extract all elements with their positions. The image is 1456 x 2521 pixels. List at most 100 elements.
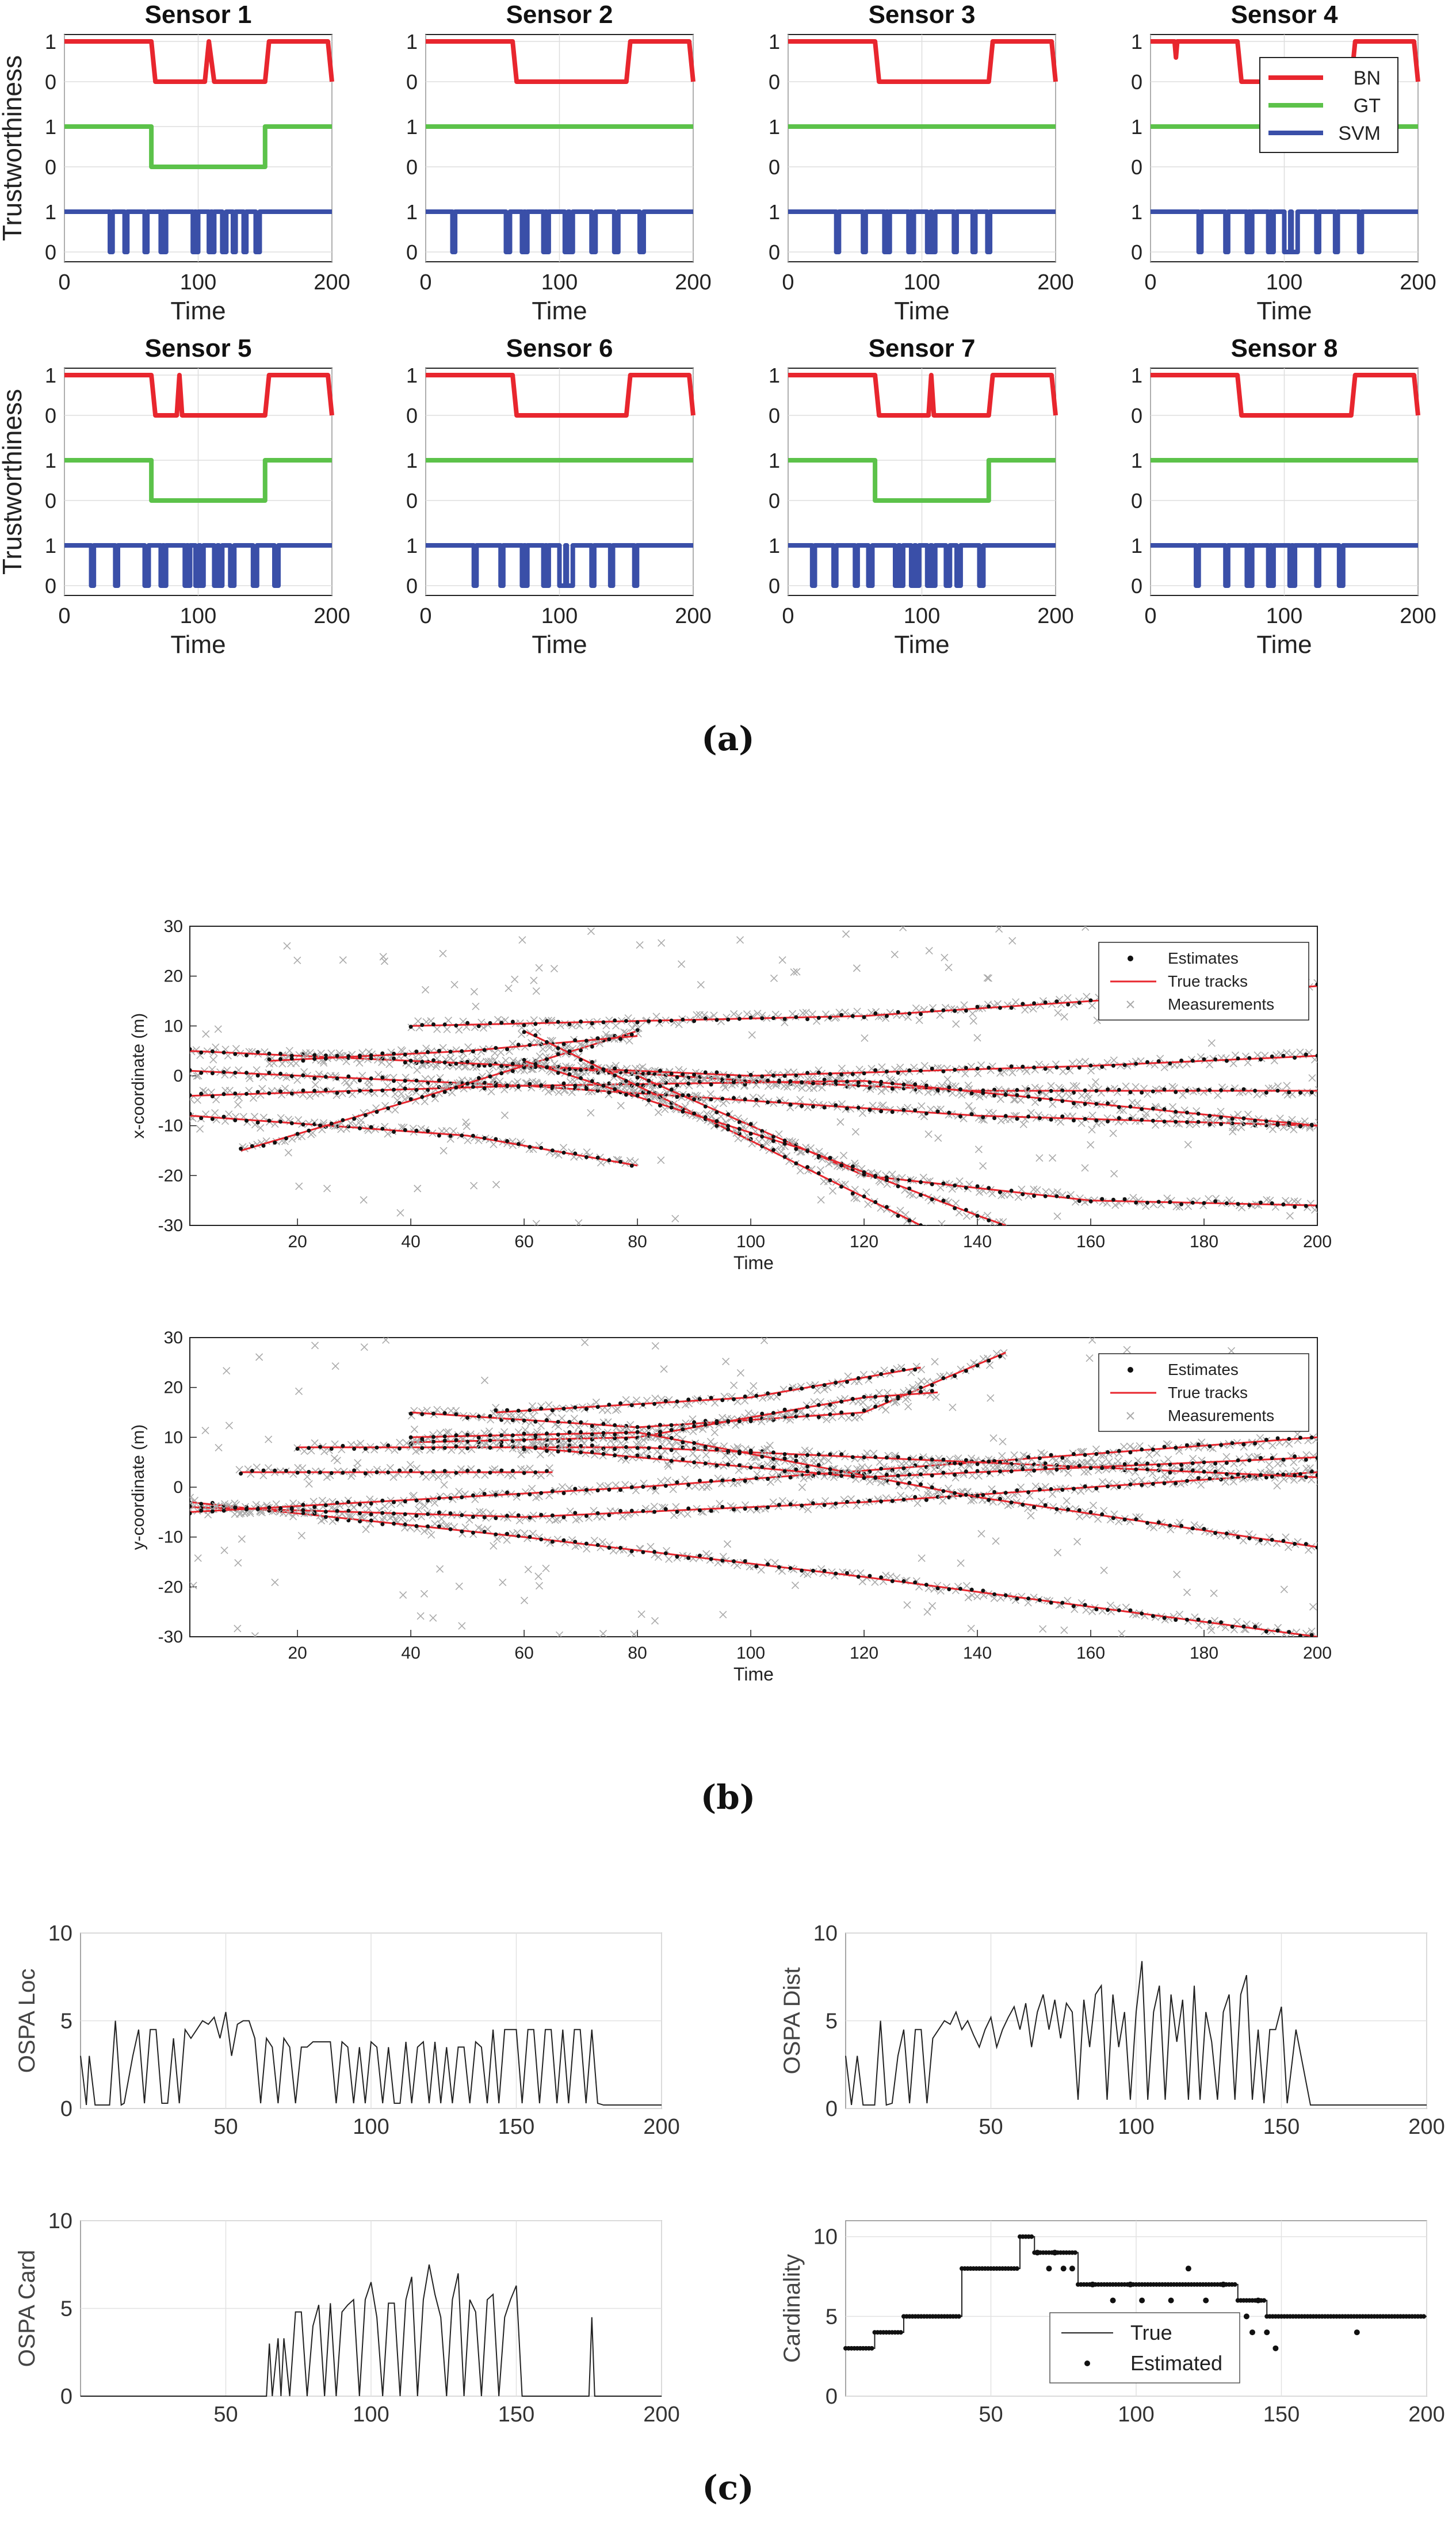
estimate-point [987, 1186, 991, 1190]
measurement [292, 1059, 300, 1067]
estimate-point [579, 1450, 583, 1454]
estimate-point [426, 1498, 430, 1503]
estimate-point [442, 1434, 447, 1439]
estimate-point [1224, 1531, 1229, 1535]
estimate-point [890, 1369, 895, 1373]
measurement [295, 1116, 303, 1124]
estimate-point [726, 1112, 731, 1117]
estimate-point [624, 1079, 628, 1083]
estimate-point [782, 1469, 787, 1473]
estimate-point [901, 1466, 906, 1470]
estimate-point [567, 1067, 572, 1071]
estimate-point [618, 1037, 623, 1041]
x-axis-label: Time [532, 631, 587, 659]
estimate-point [1100, 1064, 1105, 1069]
estimate-point [822, 1569, 827, 1573]
x-tick-label: 150 [1263, 2115, 1300, 2139]
estimate-point [1196, 1476, 1201, 1480]
measurement [346, 1512, 354, 1521]
estimate-point [499, 1021, 504, 1025]
x-axis-label: Time [170, 631, 226, 659]
estimate-point [816, 1452, 821, 1457]
estimate-point [442, 1469, 447, 1473]
clutter-measurement [1183, 1588, 1191, 1596]
clutter-measurement [1286, 1212, 1294, 1220]
measurement [809, 1084, 817, 1093]
estimate-point [1043, 1194, 1048, 1198]
measurement [665, 1555, 673, 1563]
clutter-measurement [505, 984, 513, 992]
estimate-point [1140, 1090, 1144, 1095]
measurement [528, 1484, 536, 1492]
measurement [201, 1088, 209, 1096]
estimate-point [522, 1470, 526, 1475]
estimate-point [465, 1081, 470, 1086]
measurement [1136, 1198, 1144, 1206]
estimate-point [539, 1491, 544, 1495]
estimate-point [726, 1419, 731, 1423]
clutter-measurement [891, 950, 899, 958]
estimate-point [607, 1545, 612, 1550]
estimate-point [590, 1060, 594, 1064]
estimate-point [1111, 1063, 1115, 1068]
clutter-measurement [581, 1338, 589, 1346]
measurement [458, 1447, 466, 1455]
estimate-point [907, 1481, 912, 1485]
clutter-measurement [1053, 1212, 1061, 1220]
estimate-point [1287, 1121, 1291, 1125]
estimate-point [647, 1425, 651, 1430]
estimate-point [720, 1097, 725, 1101]
estimate-point [1219, 1443, 1224, 1447]
estimate-point [1298, 1435, 1302, 1440]
estimate-point [295, 1470, 300, 1475]
measurement [1025, 1469, 1033, 1477]
estimate-point [397, 1446, 402, 1451]
estimate-point [907, 1472, 912, 1477]
x-tick-label: 100 [1118, 2115, 1154, 2139]
estimate-point [1224, 1472, 1229, 1476]
measurement [258, 1084, 266, 1093]
estimate-point [975, 1004, 980, 1009]
estimate-point [884, 1456, 889, 1460]
x-tick-label: 200 [1037, 270, 1073, 295]
estimate-point [380, 1522, 385, 1526]
clutter-measurement [697, 981, 705, 989]
clutter-measurement [284, 1148, 292, 1157]
y-axis-label: Trustworthiness [0, 55, 27, 241]
estimate-point [850, 1072, 855, 1076]
estimate-point [510, 1061, 515, 1066]
estimate-point [760, 1454, 765, 1459]
estimate-point [505, 1490, 510, 1495]
x-tick-label: 50 [979, 2115, 1003, 2139]
estimate-point [1054, 1507, 1059, 1511]
estimate-point [1021, 1502, 1025, 1507]
estimate-point [584, 1514, 588, 1518]
estimate-point [289, 1056, 294, 1061]
estimate-point [834, 1103, 838, 1107]
estimate-point [346, 1074, 351, 1079]
clutter-measurement [416, 1612, 425, 1620]
plot-area [190, 1338, 1317, 1637]
estimate-point [494, 1137, 498, 1141]
estimate-point [255, 1507, 260, 1511]
measurement [259, 1113, 268, 1121]
estimate-point [465, 1415, 470, 1420]
measurement [858, 1577, 866, 1586]
measurement [1024, 1504, 1032, 1512]
estimate-point [714, 1018, 719, 1022]
measurement [896, 1106, 904, 1114]
estimate-point [414, 1128, 419, 1133]
clutter-measurement [214, 1025, 222, 1033]
estimate-point [647, 1090, 651, 1095]
clutter-measurement [828, 1187, 837, 1195]
estimate-point [1032, 1505, 1037, 1510]
estimate-point [816, 1153, 821, 1158]
measurement [635, 1438, 643, 1446]
measurement [762, 1139, 770, 1147]
x-tick-label: 0 [58, 604, 70, 628]
estimate-point [1309, 1633, 1314, 1637]
estimate-point [403, 1512, 407, 1517]
